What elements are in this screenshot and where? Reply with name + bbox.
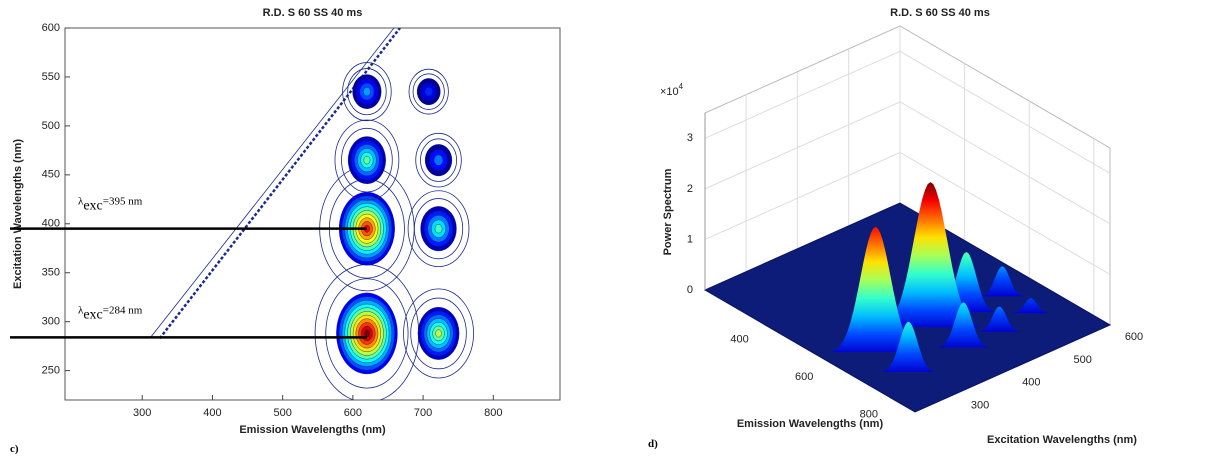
y-tick-label: 300 [42, 316, 60, 328]
contour-ring [412, 73, 445, 110]
peak [424, 87, 433, 97]
contour-ring [341, 127, 393, 193]
peak [1012, 298, 1050, 314]
contour-ring [334, 119, 400, 201]
z-multiplier: ×104 [660, 82, 684, 98]
y-axis-label: Excitation Wavelengths (nm) [12, 139, 24, 289]
x-tick-label: 800 [860, 409, 878, 421]
contour-ring [325, 278, 409, 389]
x-axis-label: Emission Wavelengths (nm) [737, 418, 884, 430]
annotation-subscript: exc [83, 307, 102, 322]
x-tick-label: 700 [414, 407, 432, 419]
annotation: λexc=284 nm [78, 304, 143, 322]
panel-label: c) [10, 443, 19, 455]
contour-ring [407, 190, 470, 267]
plot-area [64, 27, 561, 401]
chart-title: R.D. S 60 SS 40 ms [263, 7, 363, 19]
peak [937, 302, 990, 348]
ridge-contour [149, 28, 395, 339]
y-tick-label: 400 [42, 218, 60, 230]
z-multiplier-base: ×10 [660, 86, 679, 98]
z-tick-label: 3 [687, 132, 693, 144]
contour-ring [415, 132, 462, 188]
contour-ring [410, 297, 467, 370]
y-tick-label: 600 [1125, 331, 1143, 343]
peak [363, 87, 371, 97]
peak [434, 224, 443, 234]
y-axis-label: Excitation Wavelengths (nm) [987, 434, 1137, 446]
contour-ring [347, 68, 387, 116]
x-tick-label: 400 [730, 333, 748, 345]
y-tick-label: 450 [42, 169, 60, 181]
plot-content [149, 28, 474, 400]
peak [980, 266, 1025, 297]
x-tick-label: 600 [344, 407, 362, 419]
y-tick-label: 500 [1074, 354, 1092, 366]
y-tick-label: 500 [42, 120, 60, 132]
x-tick-label: 400 [203, 407, 221, 419]
peak [880, 182, 981, 328]
x-tick-label: 300 [133, 407, 151, 419]
contour-ring [408, 68, 449, 115]
y-tick-label: 600 [42, 22, 60, 34]
peak [978, 306, 1021, 332]
annotation-subscript: exc [83, 199, 102, 214]
z-tick-label: 0 [687, 284, 693, 296]
y-tick-label: 350 [42, 267, 60, 279]
contour-ring [342, 62, 392, 122]
x-axis-label: Emission Wavelengths (nm) [239, 424, 386, 436]
peak [435, 329, 442, 338]
z-axis-label: Power Spectrum [662, 168, 674, 255]
peak [830, 226, 921, 352]
y-tick-label: 550 [42, 71, 60, 83]
peak [363, 329, 370, 338]
x-tick-label: 800 [484, 407, 502, 419]
annotation-symbol: λ [78, 196, 84, 208]
panel-label: d) [648, 438, 658, 450]
chart-title: R.D. S 60 SS 40 ms [890, 7, 990, 19]
peak [433, 154, 444, 166]
contour-ring [413, 198, 464, 260]
z-multiplier-exponent: 4 [679, 82, 684, 91]
z-tick-label: 2 [687, 183, 693, 195]
annotation-text: =395 nm [103, 196, 143, 208]
peak [881, 321, 936, 372]
y-tick-label: 250 [42, 365, 60, 377]
x-tick-label: 600 [795, 371, 813, 383]
annotation: λexc=395 nm [78, 196, 143, 214]
y-tick-label: 300 [971, 400, 989, 412]
z-tick-label: 1 [687, 233, 693, 245]
peak [363, 156, 371, 165]
annotation-text: =284 nm [103, 304, 143, 316]
contour-ring [403, 288, 474, 379]
y-tick-label: 400 [1022, 377, 1040, 389]
x-tick-label: 500 [273, 407, 291, 419]
annotation-symbol: λ [78, 304, 84, 316]
contour-ring [420, 138, 458, 182]
